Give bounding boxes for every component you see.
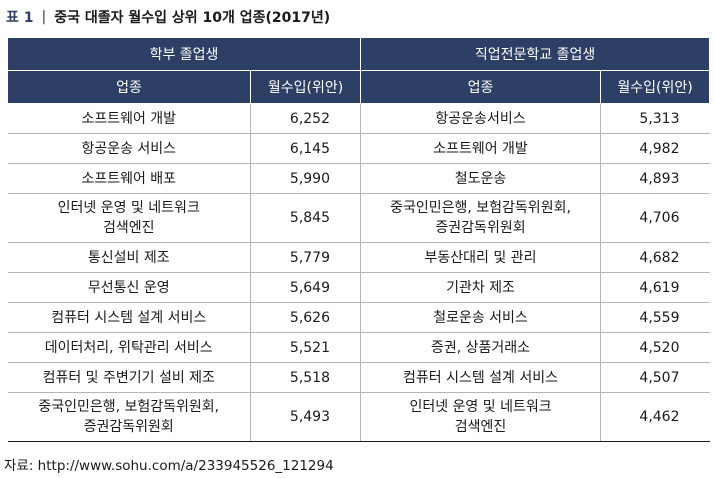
income-cell: 5,845 [249, 193, 361, 243]
table-row: 컴퓨터 시스템 설계 서비스 5,626 철로운송 서비스 4,559 [7, 302, 710, 333]
industry-cell: 통신설비 제조 [7, 242, 251, 273]
income-cell: 5,313 [600, 103, 710, 134]
industry-cell: 소프트웨어 배포 [7, 163, 251, 194]
industry-cell: 기관차 제조 [360, 272, 601, 303]
income-table: 학부 졸업생 직업전문학교 졸업생 업종 월수입(위안) 업종 월수입(위안) … [6, 37, 711, 442]
income-cell: 5,649 [249, 272, 361, 303]
industry-cell: 철도운송 [360, 163, 601, 194]
industry-cell: 항공운송서비스 [360, 103, 601, 134]
table-row: 중국인민은행, 보험감독위원회, 증권감독위원회 5,493 인터넷 운영 및 네트… [7, 392, 710, 442]
income-cell: 4,619 [600, 272, 710, 303]
income-cell: 4,982 [600, 133, 710, 164]
income-cell: 5,779 [249, 242, 361, 273]
table-row: 소프트웨어 개발 6,252 항공운송서비스 5,313 [7, 103, 710, 134]
table-row: 컴퓨터 및 주변기기 설비 제조 5,518 컴퓨터 시스템 설계 서비스 4,507 [7, 362, 710, 393]
industry-cell: 중국인민은행, 보험감독위원회, 증권감독위원회 [360, 193, 601, 243]
income-cell: 4,462 [600, 392, 710, 442]
income-cell: 4,893 [600, 163, 710, 194]
group-header-undergrad: 학부 졸업생 [6, 37, 362, 71]
table-number: 표 1 [6, 10, 34, 26]
income-cell: 5,518 [249, 362, 361, 393]
industry-cell: 데이터처리, 위탁관리 서비스 [7, 332, 251, 363]
income-cell: 4,682 [600, 242, 710, 273]
industry-cell: 중국인민은행, 보험감독위원회, 증권감독위원회 [7, 392, 251, 442]
table-row: 소프트웨어 배포 5,990 철도운송 4,893 [7, 163, 710, 194]
col-header-industry-2: 업종 [360, 70, 602, 104]
income-cell: 6,252 [249, 103, 361, 134]
industry-cell: 증권, 상품거래소 [360, 332, 601, 363]
title-separator: | [41, 9, 47, 25]
col-header-income-1: 월수입(위안) [249, 70, 362, 104]
table-row: 인터넷 운영 및 네트워크 검색엔진 5,845 중국인민은행, 보험감독위원회, … [7, 193, 710, 243]
income-cell: 5,521 [249, 332, 361, 363]
industry-cell: 컴퓨터 시스템 설계 서비스 [7, 302, 251, 333]
income-cell: 6,145 [249, 133, 361, 164]
industry-cell: 소프트웨어 개발 [7, 103, 251, 134]
source-note: 자료: http://www.sohu.com/a/233945526_1212… [4, 458, 334, 474]
col-header-industry-1: 업종 [7, 70, 251, 104]
industry-cell: 인터넷 운영 및 네트워크 검색엔진 [7, 193, 251, 243]
table-title: 표 1 | 중국 대졸자 월수입 상위 10개 업종(2017년) [6, 6, 330, 28]
industry-cell: 컴퓨터 및 주변기기 설비 제조 [7, 362, 251, 393]
table-title-text: 중국 대졸자 월수입 상위 10개 업종(2017년) [54, 10, 331, 26]
industry-cell: 철로운송 서비스 [360, 302, 601, 333]
industry-cell: 소프트웨어 개발 [360, 133, 601, 164]
industry-cell: 인터넷 운영 및 네트워크 검색엔진 [360, 392, 601, 442]
industry-cell: 무선통신 운영 [7, 272, 251, 303]
table-row: 데이터처리, 위탁관리 서비스 5,521 증권, 상품거래소 4,520 [7, 332, 710, 363]
group-header-vocational: 직업전문학교 졸업생 [360, 37, 711, 71]
income-cell: 5,493 [249, 392, 361, 442]
income-cell: 5,990 [249, 163, 361, 194]
industry-cell: 컴퓨터 시스템 설계 서비스 [360, 362, 601, 393]
income-cell: 4,559 [600, 302, 710, 333]
income-cell: 4,706 [600, 193, 710, 243]
income-cell: 4,507 [600, 362, 710, 393]
industry-cell: 부동산대리 및 관리 [360, 242, 601, 273]
table-row: 통신설비 제조 5,779 부동산대리 및 관리 4,682 [7, 242, 710, 273]
col-header-income-2: 월수입(위안) [600, 70, 711, 104]
table-body: 소프트웨어 개발 6,252 항공운송서비스 5,313 항공운송 서비스 6,145 소프… [7, 103, 710, 442]
industry-cell: 항공운송 서비스 [7, 133, 251, 164]
income-cell: 5,626 [249, 302, 361, 333]
table-row: 항공운송 서비스 6,145 소프트웨어 개발 4,982 [7, 133, 710, 164]
table-row: 무선통신 운영 5,649 기관차 제조 4,619 [7, 272, 710, 303]
income-cell: 4,520 [600, 332, 710, 363]
